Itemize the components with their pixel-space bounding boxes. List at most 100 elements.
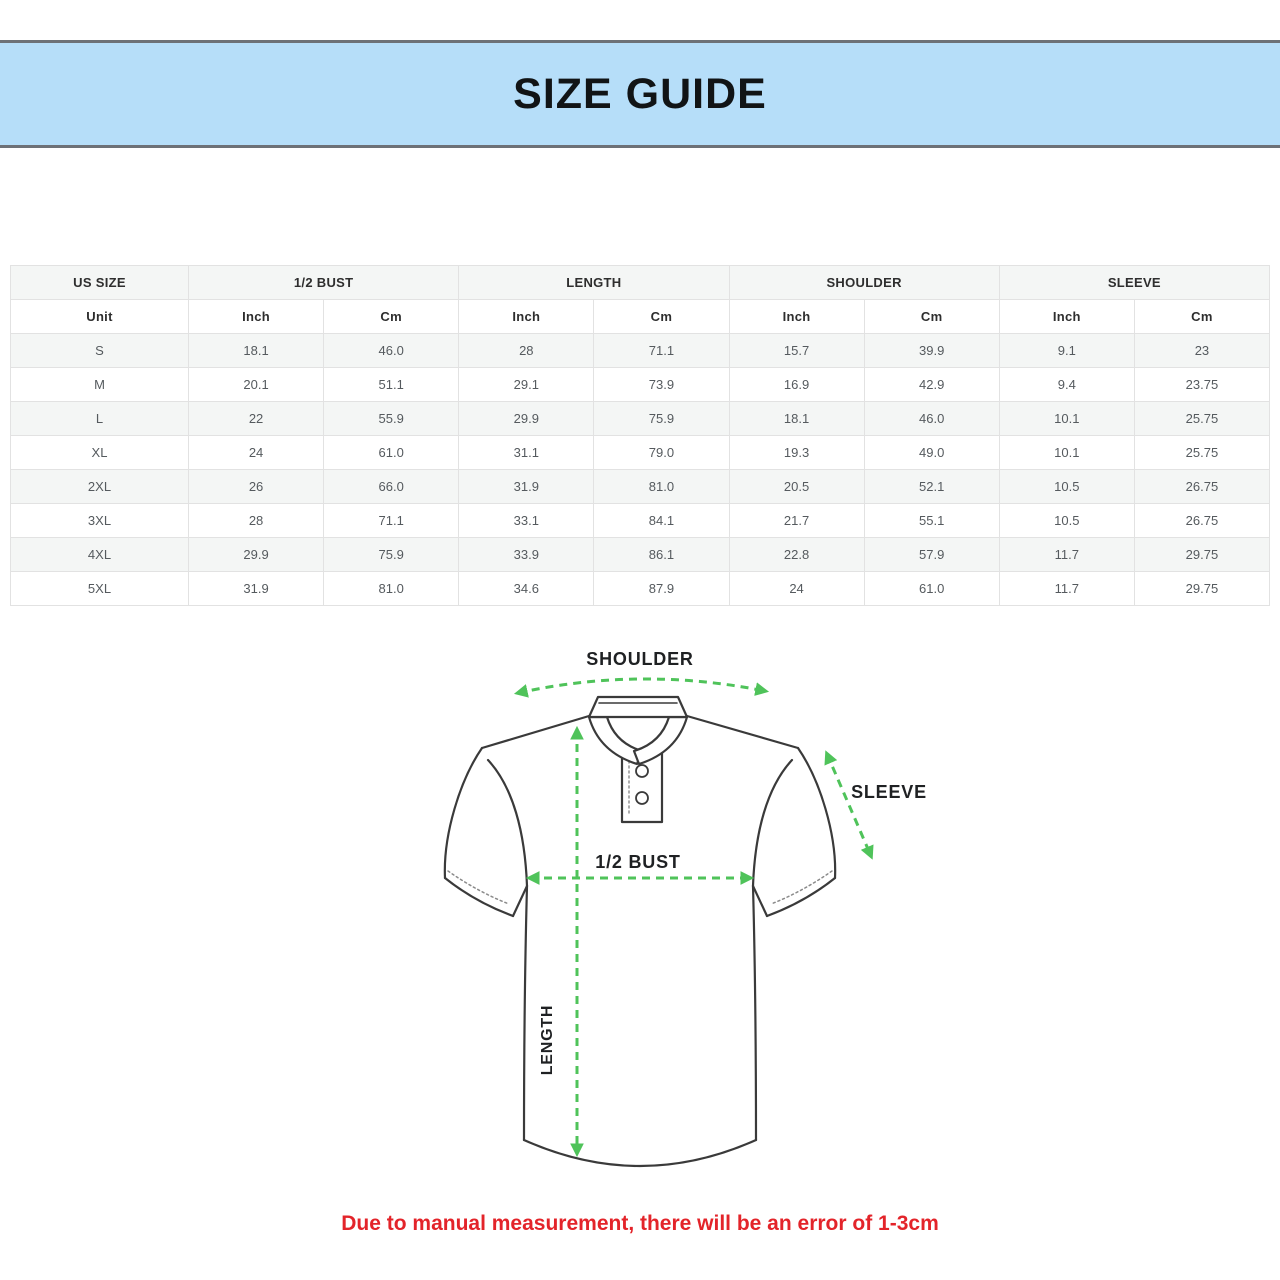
table-cell: 25.75 <box>1133 435 1271 470</box>
table-cell: 75.9 <box>593 401 730 436</box>
table-cell: 11.7 <box>998 537 1135 572</box>
table-cell: 33.9 <box>458 537 595 572</box>
unit-cell: Inch <box>458 299 595 334</box>
header-shoulder: SHOULDER <box>728 265 1000 300</box>
half-bust-label: 1/2 BUST <box>595 852 680 872</box>
right-cuff-stitch <box>770 870 833 905</box>
table-cell: 2XL <box>10 469 189 504</box>
left-underarm-seam <box>511 884 529 918</box>
table-cell: 23.75 <box>1133 367 1271 402</box>
table-cell: 86.1 <box>593 537 730 572</box>
sleeve-arrow <box>824 750 874 860</box>
unit-cell: Unit <box>10 299 189 334</box>
size-row-5XL: 5XL 31.9 81.0 34.6 87.9 24 61.0 11.7 29.75 <box>10 571 1271 606</box>
polo-measurement-diagram: SHOULDER SLEEVE 1/2 BUST LENGTH <box>443 649 927 1168</box>
size-row-M: M 20.1 51.1 29.1 73.9 16.9 42.9 9.4 23.75 <box>10 367 1271 402</box>
table-cell: 10.1 <box>998 401 1135 436</box>
left-body-edge <box>522 884 529 1142</box>
table-cell: 20.1 <box>187 367 325 402</box>
left-sleeve-outline <box>443 746 484 880</box>
sleeve-label: SLEEVE <box>851 782 927 802</box>
left-cuff-edge <box>443 876 515 918</box>
table-cell: 31.9 <box>187 571 325 606</box>
table-cell: 46.0 <box>863 401 1000 436</box>
table-cell: 73.9 <box>593 367 730 402</box>
left-shoulder-seam <box>480 714 591 750</box>
size-row-XL: XL 24 61.0 31.1 79.0 19.3 49.0 10.1 25.75 <box>10 435 1271 470</box>
right-collar-flap <box>632 715 689 766</box>
measurement-note: Due to manual measurement, there will be… <box>341 1212 939 1235</box>
right-armhole-seam <box>751 758 794 888</box>
size-row-S: S 18.1 46.0 28 71.1 15.7 39.9 9.1 23 <box>10 333 1271 368</box>
table-cell: 66.0 <box>323 469 460 504</box>
table-cell: 79.0 <box>593 435 730 470</box>
header-sleeve: SLEEVE <box>998 265 1271 300</box>
right-shoulder-seam <box>685 714 800 750</box>
size-row-3XL: 3XL 28 71.1 33.1 84.1 21.7 55.1 10.5 26.75 <box>10 503 1271 538</box>
shoulder-arrow <box>513 677 770 698</box>
table-cell: 18.1 <box>187 333 325 368</box>
size-row-4XL: 4XL 29.9 75.9 33.9 86.1 22.8 57.9 11.7 29.75 <box>10 537 1271 572</box>
table-cell: 19.3 <box>728 435 865 470</box>
hem-edge <box>522 1138 758 1168</box>
table-cell: 61.0 <box>863 571 1000 606</box>
table-cell: 10.1 <box>998 435 1135 470</box>
table-cell: 71.1 <box>323 503 460 538</box>
table-cell: 25.75 <box>1133 401 1271 436</box>
table-cell: 29.75 <box>1133 571 1271 606</box>
unit-cell: Inch <box>998 299 1135 334</box>
table-cell: 29.9 <box>458 401 595 436</box>
table-cell: 55.9 <box>323 401 460 436</box>
table-cell: 51.1 <box>323 367 460 402</box>
table-cell: 33.1 <box>458 503 595 538</box>
unit-header-row: Unit Inch Cm Inch Cm Inch Cm Inch Cm <box>10 299 1271 334</box>
unit-cell: Cm <box>323 299 460 334</box>
table-cell: 29.1 <box>458 367 595 402</box>
length-label: LENGTH <box>539 1005 556 1076</box>
table-cell: 81.0 <box>593 469 730 504</box>
table-cell: 52.1 <box>863 469 1000 504</box>
table-cell: 49.0 <box>863 435 1000 470</box>
unit-cell: Cm <box>593 299 730 334</box>
size-table: US SIZE 1/2 BUST LENGTH SHOULDER SLEEVE … <box>10 265 1271 606</box>
table-cell: 31.1 <box>458 435 595 470</box>
table-cell: 39.9 <box>863 333 1000 368</box>
table-cell: 28 <box>458 333 595 368</box>
header-half-bust: 1/2 BUST <box>187 265 460 300</box>
table-cell: 57.9 <box>863 537 1000 572</box>
button-bottom <box>635 791 649 805</box>
table-cell: 24 <box>187 435 325 470</box>
table-cell: 3XL <box>10 503 189 538</box>
button-top <box>635 764 649 778</box>
table-cell: 26.75 <box>1133 469 1271 504</box>
header-us-size: US SIZE <box>10 265 189 300</box>
right-underarm-seam <box>751 884 769 918</box>
table-cell: 24 <box>728 571 865 606</box>
group-header-row: US SIZE 1/2 BUST LENGTH SHOULDER SLEEVE <box>10 265 1271 300</box>
table-cell: 4XL <box>10 537 189 572</box>
right-body-edge <box>751 884 758 1142</box>
table-cell: 10.5 <box>998 469 1135 504</box>
table-cell: 46.0 <box>323 333 460 368</box>
right-sleeve-outline <box>796 746 837 880</box>
shoulder-label: SHOULDER <box>586 649 693 669</box>
collar-band <box>587 695 689 719</box>
left-armhole-seam <box>486 758 529 888</box>
table-cell: 20.5 <box>728 469 865 504</box>
size-row-2XL: 2XL 26 66.0 31.9 81.0 20.5 52.1 10.5 26.75 <box>10 469 1271 504</box>
table-cell: 5XL <box>10 571 189 606</box>
measurement-arrows <box>513 677 874 1158</box>
table-cell: 28 <box>187 503 325 538</box>
table-cell: 29.75 <box>1133 537 1271 572</box>
table-cell: 26 <box>187 469 325 504</box>
table-cell: S <box>10 333 189 368</box>
polo-shirt-drawing <box>443 695 837 1168</box>
table-cell: 42.9 <box>863 367 1000 402</box>
table-cell: 31.9 <box>458 469 595 504</box>
table-cell: 34.6 <box>458 571 595 606</box>
table-cell: 10.5 <box>998 503 1135 538</box>
table-cell: 23 <box>1133 333 1271 368</box>
table-cell: 21.7 <box>728 503 865 538</box>
unit-cell: Cm <box>1133 299 1271 334</box>
